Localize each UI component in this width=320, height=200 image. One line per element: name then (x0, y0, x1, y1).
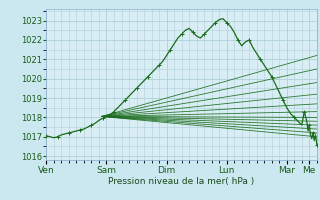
X-axis label: Pression niveau de la mer( hPa ): Pression niveau de la mer( hPa ) (108, 177, 255, 186)
